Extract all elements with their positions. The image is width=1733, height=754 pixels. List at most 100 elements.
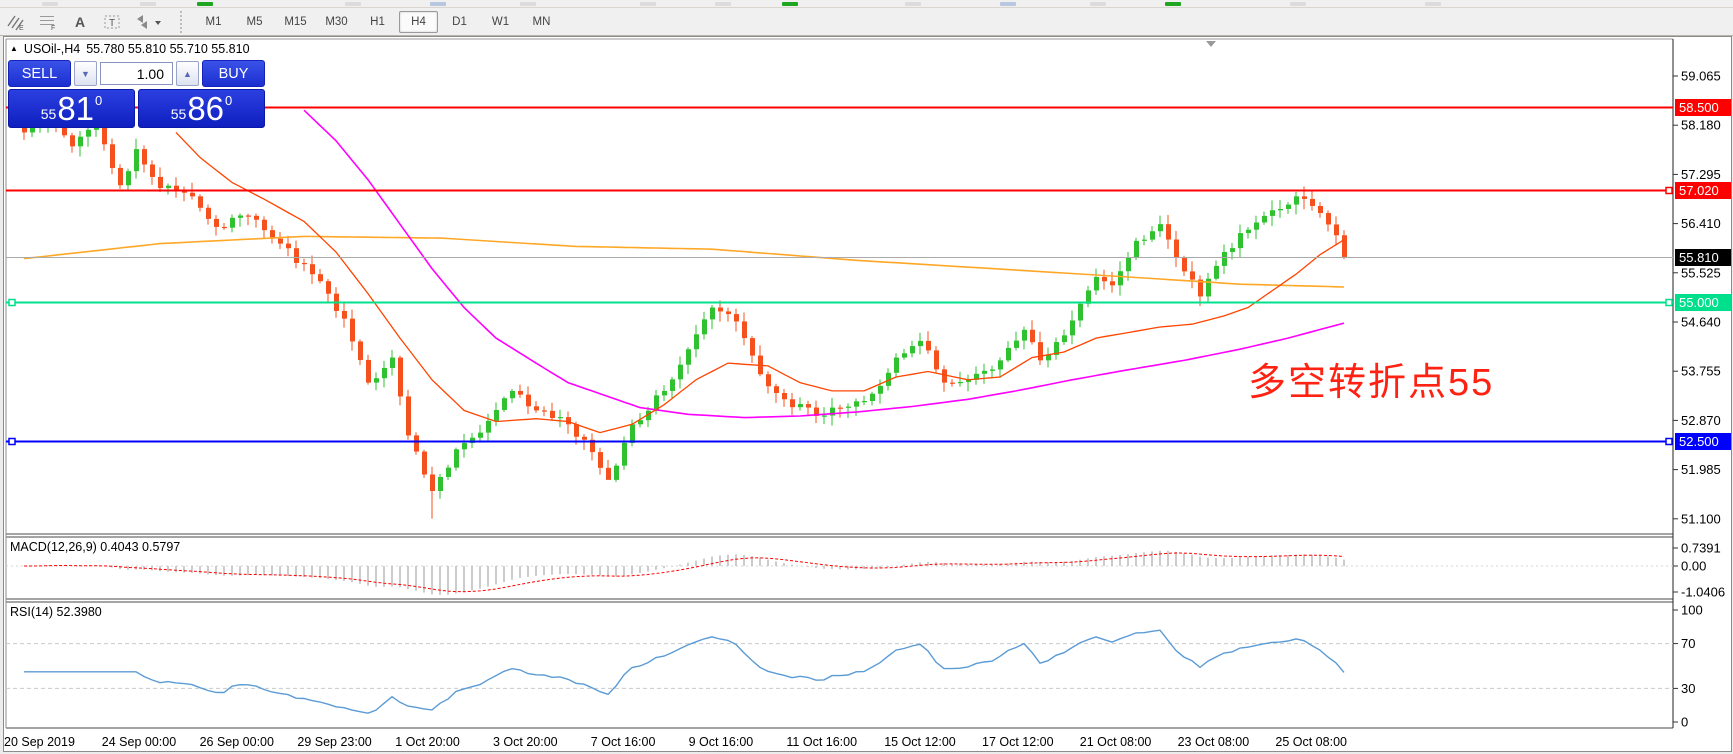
horizontal-lines[interactable] [6,106,1673,446]
tf-m5[interactable]: M5 [246,15,263,28]
volume-increase-button[interactable]: ▲ [176,61,199,86]
price-axis: 58.500 57.020 55.000 52.500 55.810 59.065 58.1… [1673,69,1731,730]
price-badge-58.500 [1675,99,1731,116]
chart-shift-marker[interactable] [1206,41,1216,47]
x-tick-label: 24 Sep 00:00 [102,735,176,749]
ma-mid-magenta [303,109,1345,419]
toolbar-stub-icon [1165,2,1181,6]
timeframe-buttons: M1 M5 M15 M30 H1 H4 D1 W1 MN [193,10,562,33]
grid-layer [5,38,1674,729]
svg-text:F: F [51,25,55,31]
x-tick-label: 9 Oct 16:00 [689,735,754,749]
tf-w1[interactable]: W1 [491,15,510,28]
hline-handle[interactable] [1665,437,1673,446]
buy-price-sup: 0 [225,93,233,108]
price-badge-55.810 [1675,249,1731,266]
toolbar-stub-icon [1000,2,1016,6]
rsi-axis-label: 100 [1681,603,1703,618]
hline-handle[interactable] [8,437,16,446]
y-tick-label: 52.870 [1681,413,1721,428]
tf-d1[interactable]: D1 [452,15,467,28]
buy-button[interactable]: BUY [202,60,265,87]
macd-label: MACD(12,26,9) 0.4043 0.5797 [10,540,181,554]
x-tick-label: 25 Oct 08:00 [1275,735,1347,749]
chart-annotation-text[interactable]: 多空转折点55 [1248,362,1495,404]
ma-fast-red [175,131,1345,434]
rsi-panel [6,629,1673,714]
toolbar-stub-icon [345,2,361,6]
grid-icon[interactable]: F [34,10,62,34]
y-tick-label: 53.755 [1681,364,1721,379]
toolbar-stub-icon [782,2,798,6]
volume-decrease-button[interactable]: ▼ [74,61,97,86]
x-tick-label: 29 Sep 23:00 [297,735,371,749]
chart-toolbar: E F A T M1 M5 M15 M30 H1 H4 D1 W1 MN [0,8,1733,36]
symbol-timeframe-label: USOil-,H4 [23,42,81,56]
svg-text:T: T [109,18,115,29]
x-tick-label: 3 Oct 20:00 [493,735,558,749]
svg-text:55.810: 55.810 [1679,250,1719,265]
rsi-axis-label: 30 [1681,681,1695,696]
x-tick-label: 15 Oct 12:00 [884,735,956,749]
ohlc-values: 55.780 55.810 55.710 55.810 [86,42,250,56]
toolbar-stub-icon [140,2,156,6]
price-badge-52.500 [1675,433,1731,450]
toolbar-stub-icon [640,2,656,6]
sell-price-sup: 0 [95,93,103,108]
chart-collapse-icon[interactable]: ▲ [10,43,18,53]
ma-slow-orange [23,235,1345,288]
sell-price-big: 81 [57,90,95,127]
tf-m1[interactable]: M1 [205,15,222,28]
x-tick-label: 20 Sep 2019 [4,735,75,749]
y-tick-label: 51.100 [1681,511,1721,526]
x-tick-label: 23 Oct 08:00 [1178,735,1250,749]
y-tick-label: 55.525 [1681,265,1721,280]
sell-button[interactable]: SELL [8,60,71,87]
sell-price-panel[interactable]: 55 81 0 [8,89,135,128]
y-tick-label: 51.985 [1681,462,1721,477]
moving-averages [23,109,1345,434]
time-axis: 20 Sep 2019 24 Sep 00:00 26 Sep 00:00 29 Se… [4,735,1347,749]
hline-handle[interactable] [8,298,16,307]
sell-price-prefix: 55 [40,106,57,122]
hline-handle[interactable] [1665,298,1673,307]
svg-text:57.020: 57.020 [1679,183,1719,198]
toolbar-stub-icon [1090,2,1106,6]
x-tick-label: 7 Oct 16:00 [591,735,656,749]
tf-m15[interactable]: M15 [284,15,307,28]
cropped-toolbar-strip [0,0,1733,8]
text-icon[interactable]: A [74,13,86,30]
tf-mn[interactable]: MN [532,15,551,28]
svg-text:52.500: 52.500 [1679,434,1719,449]
tf-h4[interactable]: H4 [399,10,438,33]
one-click-trading-panel: SELL ▼ 1.00 ▲ BUY 55 81 0 55 86 0 [8,60,265,128]
x-tick-label: 1 Oct 20:00 [395,735,460,749]
arrange-objects-icon[interactable] [130,10,168,34]
x-tick-label: 11 Oct 16:00 [786,735,857,749]
y-tick-label: 59.065 [1681,69,1721,84]
y-tick-label: 58.180 [1681,118,1721,133]
candles [22,113,1347,519]
buy-price-panel[interactable]: 55 86 0 [138,89,265,128]
tf-h1[interactable]: H1 [370,15,385,28]
x-tick-label: 21 Oct 08:00 [1080,735,1152,749]
toolbar-stub-icon [430,2,446,6]
indicators-lines-icon[interactable]: E [2,10,30,34]
text-label-icon[interactable]: T [98,10,126,34]
y-tick-label: 57.295 [1681,167,1721,182]
price-badge-55.000 [1675,294,1731,311]
x-tick-label: 17 Oct 12:00 [982,735,1054,749]
x-tick-label: 26 Sep 00:00 [200,735,274,749]
tf-m30[interactable]: M30 [325,15,348,28]
macd-signal-line [24,552,1345,593]
svg-text:E: E [19,25,24,31]
buy-price-big: 86 [187,90,225,127]
toolbar-separator [180,10,187,33]
hline-handle[interactable] [1665,186,1673,195]
rsi-axis-label: 0 [1681,715,1688,730]
rsi-axis-label: 70 [1681,636,1695,651]
volume-input[interactable]: 1.00 [100,62,173,85]
macd-panel [6,550,1673,595]
